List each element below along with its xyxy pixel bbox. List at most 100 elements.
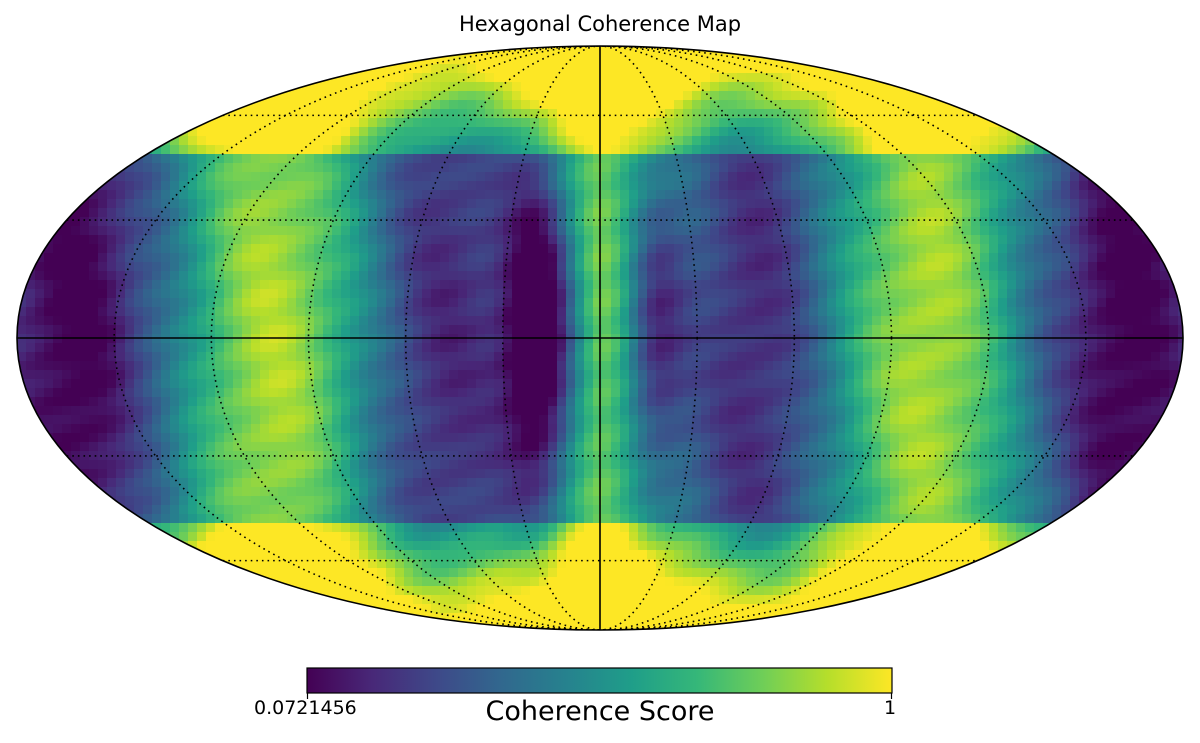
heatmap-cell	[845, 298, 855, 308]
heatmap-cell	[386, 136, 396, 146]
heatmap-cell	[413, 388, 423, 398]
heatmap-cell	[530, 145, 540, 155]
heatmap-cell	[935, 145, 945, 155]
heatmap-cell	[980, 343, 990, 353]
heatmap-cell	[71, 424, 81, 434]
heatmap-cell	[899, 370, 909, 380]
heatmap-cell	[206, 298, 216, 308]
heatmap-cell	[746, 136, 756, 146]
heatmap-cell	[296, 199, 306, 209]
heatmap-cell	[467, 64, 477, 74]
heatmap-cell	[341, 442, 351, 452]
heatmap-cell	[683, 163, 693, 173]
heatmap-cell	[737, 235, 747, 245]
heatmap-cell	[800, 235, 810, 245]
heatmap-cell	[152, 433, 162, 443]
heatmap-cell	[188, 379, 198, 389]
heatmap-cell	[566, 352, 576, 362]
heatmap-cell	[1097, 325, 1107, 335]
heatmap-cell	[152, 271, 162, 281]
heatmap-cell	[863, 343, 873, 353]
heatmap-cell	[44, 226, 54, 236]
heatmap-cell	[935, 235, 945, 245]
heatmap-cell	[449, 172, 459, 182]
heatmap-cell	[1133, 253, 1143, 263]
heatmap-cell	[908, 262, 918, 272]
heatmap-cell	[35, 271, 45, 281]
heatmap-cell	[368, 136, 378, 146]
heatmap-cell	[755, 118, 765, 128]
heatmap-cell	[1097, 208, 1107, 218]
heatmap-cell	[935, 343, 945, 353]
heatmap-cell	[233, 307, 243, 317]
heatmap-cell	[152, 424, 162, 434]
heatmap-cell	[629, 244, 639, 254]
heatmap-cell	[1061, 352, 1071, 362]
heatmap-cell	[53, 235, 63, 245]
heatmap-cell	[845, 190, 855, 200]
heatmap-cell	[935, 316, 945, 326]
heatmap-cell	[107, 397, 117, 407]
heatmap-cell	[863, 172, 873, 182]
heatmap-cell	[71, 271, 81, 281]
heatmap-cell	[206, 406, 216, 416]
heatmap-cell	[296, 235, 306, 245]
heatmap-cell	[1070, 235, 1080, 245]
heatmap-cell	[368, 343, 378, 353]
heatmap-cell	[359, 226, 369, 236]
heatmap-cell	[638, 397, 648, 407]
heatmap-cell	[989, 424, 999, 434]
heatmap-cell	[485, 100, 495, 110]
heatmap-cell	[800, 55, 810, 65]
heatmap-cell	[980, 244, 990, 254]
heatmap-cell	[980, 217, 990, 227]
heatmap-cell	[413, 163, 423, 173]
heatmap-cell	[566, 397, 576, 407]
heatmap-cell	[746, 406, 756, 416]
heatmap-cell	[692, 343, 702, 353]
heatmap-cell	[107, 361, 117, 371]
heatmap-cell	[1160, 298, 1170, 308]
heatmap-cell	[764, 172, 774, 182]
heatmap-cell	[746, 208, 756, 218]
heatmap-cell	[485, 280, 495, 290]
heatmap-cell	[917, 298, 927, 308]
heatmap-cell	[692, 109, 702, 119]
heatmap-cell	[998, 253, 1008, 263]
heatmap-cell	[503, 91, 513, 101]
heatmap-cell	[332, 289, 342, 299]
heatmap-cell	[701, 145, 711, 155]
heatmap-cell	[296, 325, 306, 335]
heatmap-cell	[845, 226, 855, 236]
heatmap-cell	[728, 100, 738, 110]
heatmap-cell	[440, 433, 450, 443]
heatmap-cell	[773, 289, 783, 299]
heatmap-cell	[521, 316, 531, 326]
heatmap-cell	[1088, 343, 1098, 353]
heatmap-cell	[1061, 226, 1071, 236]
heatmap-cell	[548, 64, 558, 74]
heatmap-cell	[989, 217, 999, 227]
heatmap-cell	[710, 127, 720, 137]
heatmap-cell	[161, 433, 171, 443]
heatmap-cell	[197, 163, 207, 173]
heatmap-cell	[278, 406, 288, 416]
heatmap-cell	[125, 253, 135, 263]
heatmap-cell	[359, 244, 369, 254]
heatmap-cell	[863, 424, 873, 434]
heatmap-cell	[683, 316, 693, 326]
heatmap-cell	[359, 370, 369, 380]
heatmap-cell	[899, 199, 909, 209]
heatmap-cell	[656, 118, 666, 128]
heatmap-cell	[773, 163, 783, 173]
heatmap-cell	[467, 145, 477, 155]
heatmap-cell	[467, 190, 477, 200]
heatmap-cell	[890, 100, 900, 110]
heatmap-cell	[917, 172, 927, 182]
heatmap-cell	[908, 298, 918, 308]
heatmap-cell	[1106, 271, 1116, 281]
heatmap-cell	[368, 82, 378, 92]
heatmap-cell	[800, 82, 810, 92]
heatmap-cell	[287, 100, 297, 110]
heatmap-cell	[80, 271, 90, 281]
